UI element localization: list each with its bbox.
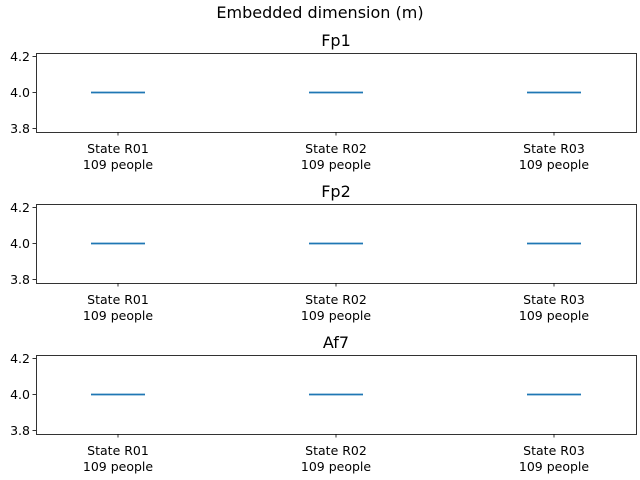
subplot-title: Fp2 xyxy=(321,182,351,201)
subplot-title: Af7 xyxy=(323,333,349,352)
subplot-title: Fp1 xyxy=(321,31,351,50)
x-tick-label: State R03 109 people xyxy=(519,141,590,172)
x-tick-label: State R01 109 people xyxy=(83,443,154,474)
y-tick-label: 3.8 xyxy=(10,423,30,438)
x-tick-label: State R03 109 people xyxy=(519,292,590,323)
subplot-af7: Af7 3.8 4.0 4.2 State R01 109 people State R02… xyxy=(10,333,637,474)
x-tick-label: State R01 109 people xyxy=(83,141,154,172)
y-tick-label: 4.0 xyxy=(10,387,30,402)
y-tick-label: 4.0 xyxy=(10,236,30,251)
y-tick-label: 4.0 xyxy=(10,85,30,100)
x-tick-label: State R02 109 people xyxy=(301,292,372,323)
figure-suptitle: Embedded dimension (m) xyxy=(216,3,423,22)
x-tick-label: State R02 109 people xyxy=(301,443,372,474)
axes-frame xyxy=(36,53,637,133)
subplots: Fp1 3.8 4.0 4.2 State R01 109 people State R02… xyxy=(10,31,637,474)
subplot-fp1: Fp1 3.8 4.0 4.2 State R01 109 people State R02… xyxy=(10,31,637,172)
x-tick-label: State R02 109 people xyxy=(301,141,372,172)
axes-frame xyxy=(36,204,637,284)
y-tick-label: 3.8 xyxy=(10,121,30,136)
y-tick-label: 4.2 xyxy=(10,351,30,366)
axes-frame xyxy=(36,355,637,435)
y-tick-label: 4.2 xyxy=(10,49,30,64)
y-tick-label: 4.2 xyxy=(10,200,30,215)
x-tick-label: State R01 109 people xyxy=(83,292,154,323)
x-tick-label: State R03 109 people xyxy=(519,443,590,474)
subplot-fp2: Fp2 3.8 4.0 4.2 State R01 109 people State R02… xyxy=(10,182,637,323)
y-tick-label: 3.8 xyxy=(10,272,30,287)
